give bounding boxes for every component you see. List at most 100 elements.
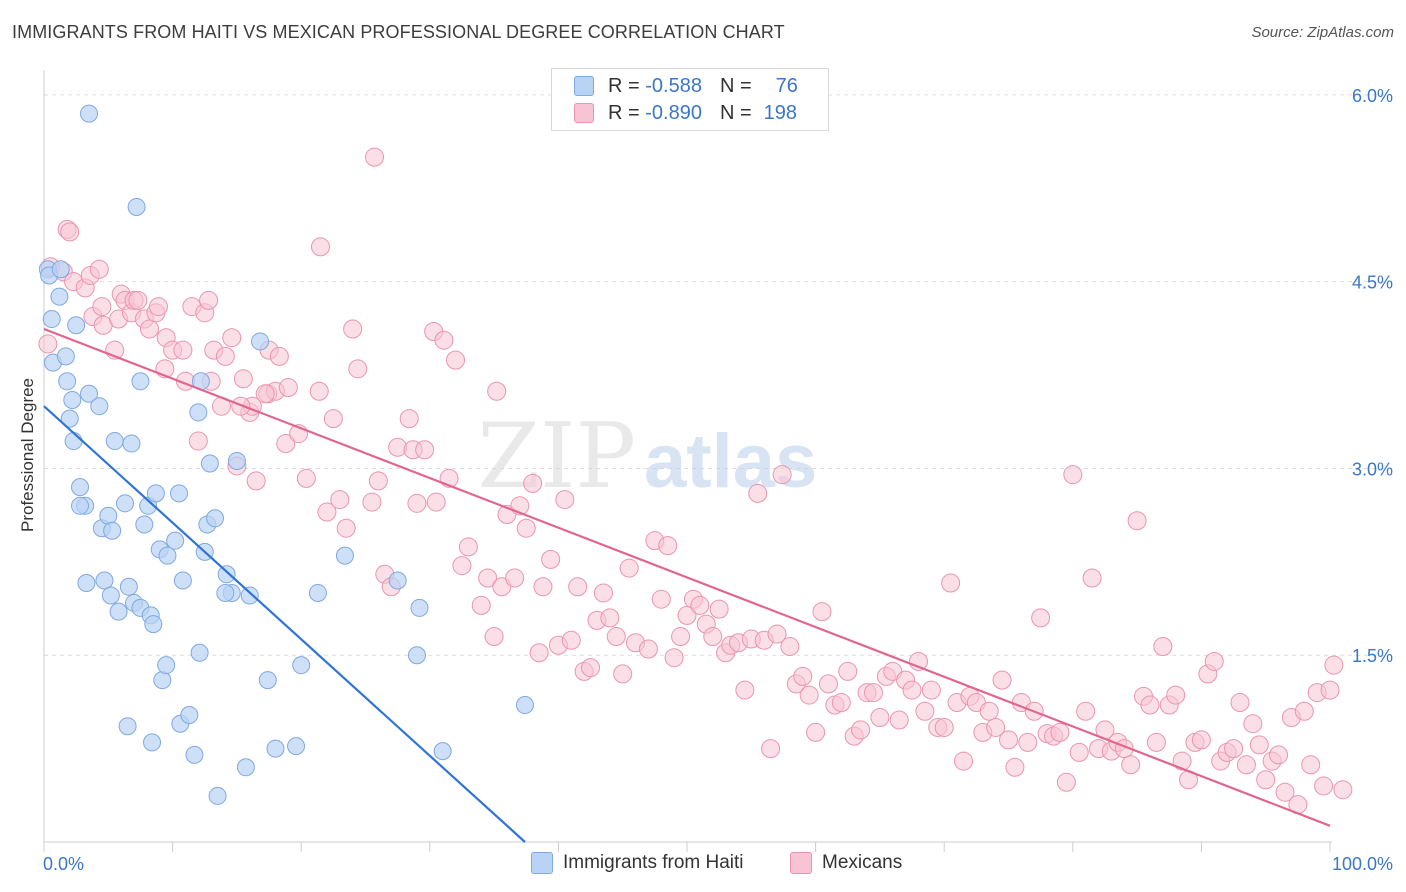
mexicans-point: [415, 440, 435, 460]
haiti-point: [515, 696, 534, 715]
mexicans-point: [222, 328, 242, 348]
mexicans-point: [651, 589, 671, 609]
mexicans-point: [446, 350, 466, 370]
mexicans-point: [336, 518, 356, 538]
mexicans-point: [255, 384, 275, 404]
x-tick-label: 0.0%: [43, 854, 84, 874]
mexicans-point: [458, 537, 478, 557]
mexicans-point: [1320, 680, 1340, 700]
mexicans-point: [709, 599, 729, 619]
haiti-point: [251, 332, 270, 351]
mexicans-point: [1294, 701, 1314, 721]
mexicans-point: [484, 627, 504, 647]
haiti-point: [50, 287, 69, 306]
watermark-atlas: atlas: [644, 419, 817, 504]
mexicans-point: [368, 471, 388, 491]
haiti-point: [60, 409, 79, 428]
mexicans-point: [1140, 695, 1160, 715]
mexicans-point: [323, 409, 343, 429]
mexicans-point: [767, 624, 787, 644]
mexicans-point: [671, 627, 691, 647]
mexicans-point: [1121, 755, 1141, 775]
haiti-point: [71, 478, 90, 497]
legend-n-value: 198: [763, 101, 798, 124]
bottom-legend-mexicans: Mexicans: [790, 852, 902, 874]
mexicans-point: [139, 319, 159, 339]
mexicans-point: [278, 378, 298, 398]
mexicans-point: [999, 730, 1018, 750]
mexicans-point: [863, 683, 883, 703]
y-axis-label: Professional Degree: [18, 377, 37, 533]
haiti-point: [180, 705, 199, 724]
mexicans-point: [1275, 782, 1295, 802]
mexicans-point: [1153, 637, 1173, 657]
mexicans-point: [471, 595, 491, 615]
correlation-legend: R = -0.588 N = 76 R = -0.890 N = 198: [551, 68, 829, 131]
mexicans-point: [541, 549, 561, 569]
mexicans-point: [1127, 511, 1147, 531]
mexicans-point: [529, 643, 549, 663]
mexicans-point: [581, 658, 601, 678]
mexicans-point: [505, 568, 525, 588]
source-credit: Source: ZipAtlas.com: [1251, 24, 1394, 41]
haiti-point: [105, 432, 124, 451]
haiti-point: [190, 643, 209, 662]
haiti-point: [407, 646, 426, 665]
mexicans-point: [1063, 465, 1083, 485]
haiti-point: [287, 737, 306, 756]
haiti-point: [208, 786, 227, 805]
mexicans-point: [452, 556, 472, 576]
haiti-point: [157, 656, 176, 675]
haiti-point: [206, 509, 225, 528]
haiti-point: [51, 260, 70, 279]
mexicans-point: [953, 751, 973, 771]
haiti-point: [292, 656, 311, 675]
mexicans-point: [934, 717, 954, 737]
legend-r-label: R =: [608, 74, 640, 97]
mexicans-point: [793, 666, 813, 686]
mexicans-point: [523, 473, 543, 493]
mexicans-point: [487, 381, 507, 401]
mexicans-point: [276, 434, 296, 454]
haiti-point: [189, 403, 208, 422]
mexicans-point: [638, 639, 658, 659]
mexicans-point: [921, 680, 941, 700]
mexicans-point: [89, 259, 109, 279]
mexicans-point: [1256, 770, 1276, 790]
mexicans-point: [1172, 751, 1192, 771]
haiti-point: [101, 586, 120, 605]
legend-row-haiti: R = -0.588 N = 76: [574, 74, 798, 98]
mexicans-point: [941, 573, 961, 593]
mexicans-point: [1269, 745, 1289, 765]
haiti-point: [67, 316, 86, 335]
mexicans-point: [362, 492, 382, 512]
mexicans-point: [1243, 714, 1263, 734]
mexicans-point: [555, 490, 575, 510]
mexicans-point: [735, 680, 755, 700]
mexicans-point: [979, 701, 999, 721]
mexicans-point: [703, 627, 723, 647]
mexicans-point: [658, 536, 678, 556]
haiti-point: [103, 521, 122, 540]
y-tick-label: 1.5%: [1352, 646, 1393, 666]
haiti-point: [99, 506, 118, 525]
mexicans-point: [38, 334, 58, 354]
mexicans-point: [613, 664, 633, 684]
mexicans-point: [148, 297, 168, 317]
mexicans-point: [619, 558, 639, 578]
watermark-zip: ZIP: [477, 404, 636, 509]
legend-n-label: N =: [719, 74, 752, 97]
y-tick-label: 4.5%: [1352, 273, 1393, 293]
legend-n-value: 76: [775, 74, 798, 97]
mexicans-point: [1324, 655, 1344, 675]
mexicans-point: [1333, 780, 1353, 800]
haiti-point: [56, 347, 75, 366]
mexicans-point: [1056, 772, 1076, 792]
x-tick-label: 100.0%: [1332, 854, 1393, 874]
haiti-point: [240, 586, 259, 605]
mexicans-point: [1236, 755, 1256, 775]
legend-r-value: -0.588: [645, 74, 702, 97]
mexicans-point: [870, 707, 890, 727]
mexicans-point: [365, 147, 385, 167]
